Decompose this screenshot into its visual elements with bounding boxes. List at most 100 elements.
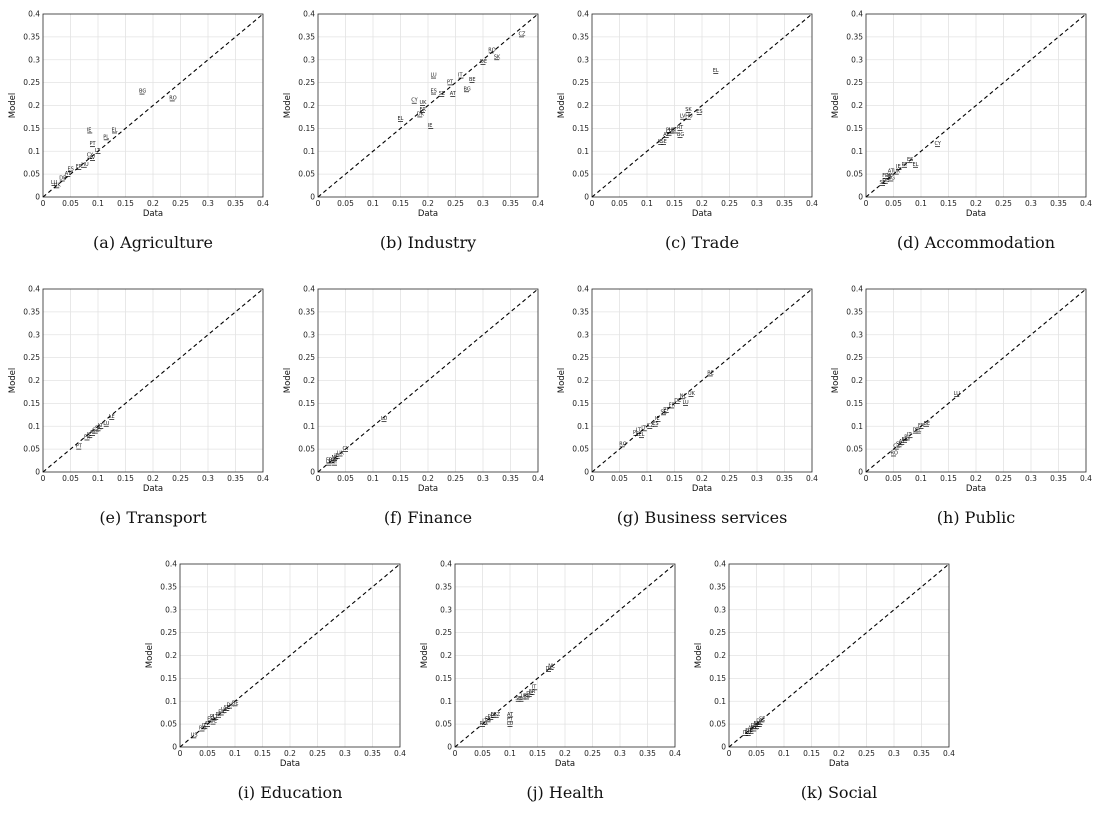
x-tick-label: 0.4: [257, 474, 269, 483]
x-tick-label: 0.35: [776, 474, 793, 483]
point-label: FR: [326, 457, 333, 463]
y-tick-label: 0.25: [298, 353, 315, 362]
point-label: IT: [458, 73, 463, 79]
point-label: CZ: [493, 712, 500, 718]
x-tick-label: 0: [590, 474, 595, 483]
y-tick-label: 0.25: [435, 628, 452, 637]
x-axis-label: Data: [555, 759, 575, 769]
point-label: RO: [488, 47, 495, 53]
x-tick-label: 0: [178, 749, 183, 758]
reference-line: [317, 13, 539, 198]
x-tick-label: 0.2: [696, 199, 708, 208]
x-tick-label: 0.35: [364, 749, 381, 758]
x-tick-label: 0.1: [778, 749, 790, 758]
y-tick-label: 0.15: [298, 124, 315, 133]
x-tick-label: 0.05: [62, 199, 79, 208]
y-tick-label: 0.3: [714, 605, 726, 614]
point-label: PT: [90, 141, 97, 147]
y-tick-label: 0.25: [23, 353, 40, 362]
subplot-caption: (d) Accommodation: [897, 233, 1055, 252]
x-axis-label: Data: [143, 484, 163, 494]
x-tick-label: 0.4: [532, 199, 544, 208]
point-label: IE: [87, 127, 92, 133]
point-label: RO: [199, 725, 206, 731]
point-label: ES: [68, 166, 74, 172]
point-label: LT: [98, 423, 104, 429]
y-tick-label: 0.4: [851, 285, 863, 294]
point-label: DE: [913, 428, 920, 434]
point-label: ES: [907, 157, 913, 163]
point-label: UK: [420, 100, 428, 106]
x-tick-label: 0.05: [611, 474, 628, 483]
x-axis-label: Data: [829, 759, 849, 769]
x-tick-label: 0.25: [995, 474, 1012, 483]
y-tick-label: 0.05: [23, 445, 40, 454]
point-label: ES: [207, 716, 213, 722]
x-tick-label: 0.1: [641, 474, 653, 483]
y-tick-label: 0.25: [709, 628, 726, 637]
y-tick-label: 0.2: [28, 101, 40, 110]
point-label: DK: [885, 173, 893, 179]
x-tick-label: 0.2: [970, 474, 982, 483]
point-label: PL: [210, 714, 216, 720]
x-tick-label: 0.35: [502, 199, 519, 208]
point-label: EL: [112, 127, 118, 133]
y-tick-label: 0.3: [851, 330, 863, 339]
y-tick-label: 0.2: [165, 651, 177, 660]
x-tick-label: 0.2: [833, 749, 845, 758]
reference-line: [317, 288, 539, 473]
x-tick-label: 0.3: [202, 474, 214, 483]
y-tick-label: 0.3: [440, 605, 452, 614]
x-tick-label: 0.3: [888, 749, 900, 758]
x-tick-label: 0.35: [776, 199, 793, 208]
y-tick-label: 0.1: [28, 147, 40, 156]
point-label: UK: [54, 182, 62, 188]
y-tick-label: 0.2: [851, 376, 863, 385]
point-label: PL: [488, 714, 494, 720]
x-tick-label: 0.4: [532, 474, 544, 483]
reference-line: [865, 288, 1087, 473]
point-label: PT: [76, 444, 83, 450]
point-label: IT: [641, 425, 646, 431]
x-tick-label: 0.25: [995, 199, 1012, 208]
y-tick-label: 0.3: [303, 55, 315, 64]
plot-frame: [317, 288, 539, 473]
point-label: EL: [915, 428, 921, 434]
x-tick-label: 0.15: [940, 474, 957, 483]
point-label: AT: [888, 169, 895, 175]
y-tick-label: 0.2: [851, 101, 863, 110]
x-tick-label: 0.15: [392, 474, 409, 483]
point-label: EL: [398, 116, 404, 122]
point-label: LV: [326, 460, 332, 466]
point-label: SE: [224, 705, 230, 711]
y-tick-label: 0.1: [577, 147, 589, 156]
point-label: RO: [891, 450, 898, 456]
point-label: CZ: [893, 444, 900, 450]
x-tick-label: 0.4: [943, 749, 955, 758]
point-label: SE: [661, 409, 667, 415]
point-label: RO: [480, 721, 487, 727]
y-tick-label: 0.1: [714, 697, 726, 706]
x-tick-label: 0.15: [392, 199, 409, 208]
point-label: AT: [507, 712, 514, 718]
x-tick-label: 0.2: [696, 474, 708, 483]
point-label: IE: [87, 432, 92, 438]
x-tick-label: 0.15: [529, 749, 546, 758]
x-tick-label: 0.3: [614, 749, 626, 758]
y-axis-label: Model: [557, 368, 567, 394]
x-axis-label: Data: [418, 484, 438, 494]
subplot-caption: (h) Public: [937, 508, 1015, 527]
plot-frame: [865, 288, 1087, 473]
point-label: DK: [227, 703, 235, 709]
y-tick-label: 0.3: [28, 55, 40, 64]
point-label: DE: [674, 398, 681, 404]
y-tick-label: 0.15: [709, 674, 726, 683]
point-label: FR: [882, 173, 889, 179]
x-tick-label: 0.1: [367, 474, 379, 483]
y-tick-label: 0.2: [714, 651, 726, 660]
y-tick-label: 0.4: [303, 10, 315, 19]
point-label: SK: [95, 425, 102, 431]
subplot-caption: (k) Social: [801, 783, 878, 802]
y-tick-label: 0.05: [435, 720, 452, 729]
x-tick-label: 0.35: [1050, 199, 1067, 208]
